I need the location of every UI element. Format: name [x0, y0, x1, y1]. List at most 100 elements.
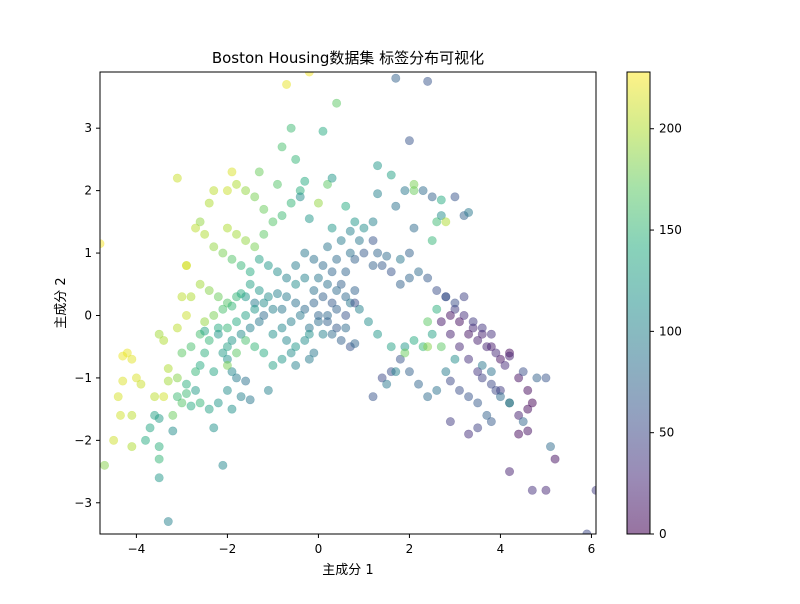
data-point — [181, 310, 191, 320]
data-point — [218, 348, 228, 358]
data-point — [400, 186, 410, 196]
data-point — [400, 348, 410, 358]
data-point — [232, 317, 242, 327]
data-point — [404, 248, 414, 258]
data-point — [327, 329, 337, 339]
data-point — [441, 367, 451, 377]
data-point — [323, 279, 333, 289]
data-point — [373, 329, 383, 339]
data-point — [327, 173, 337, 183]
data-point — [423, 392, 433, 402]
data-points — [100, 72, 596, 534]
data-point — [423, 273, 433, 283]
data-point — [115, 410, 125, 420]
data-point — [254, 254, 264, 264]
data-point — [527, 485, 537, 495]
data-point — [527, 398, 537, 408]
data-point — [245, 395, 255, 405]
data-point — [395, 279, 405, 289]
data-point — [127, 410, 137, 420]
data-point — [491, 385, 501, 395]
x-tick-label: 6 — [588, 542, 596, 556]
data-point — [291, 298, 301, 308]
data-point — [254, 286, 264, 296]
data-point — [414, 379, 424, 389]
data-point — [154, 413, 164, 423]
data-point — [172, 392, 182, 402]
data-point — [227, 367, 237, 377]
data-point — [368, 217, 378, 227]
data-point — [168, 426, 178, 436]
data-point — [386, 170, 396, 180]
data-point — [363, 317, 373, 327]
data-point — [459, 292, 469, 302]
data-point — [282, 292, 292, 302]
data-point — [505, 398, 515, 408]
data-point — [345, 248, 355, 258]
data-point — [195, 279, 205, 289]
data-point — [368, 236, 378, 246]
data-point — [445, 376, 455, 386]
data-point — [227, 167, 237, 177]
data-point — [227, 335, 237, 345]
data-point — [309, 298, 319, 308]
data-point — [313, 198, 323, 208]
data-point — [395, 254, 405, 264]
data-point — [263, 261, 273, 271]
data-point — [259, 310, 269, 320]
data-point — [313, 273, 323, 283]
data-point — [272, 289, 282, 299]
data-point — [222, 186, 232, 196]
x-axis-label: 主成分 1 — [322, 563, 373, 578]
data-point — [218, 304, 228, 314]
data-point — [250, 242, 260, 252]
data-point — [300, 304, 310, 314]
data-point — [127, 442, 137, 452]
data-point — [250, 192, 260, 202]
data-point — [154, 329, 164, 339]
data-point — [286, 123, 296, 133]
data-point — [159, 392, 169, 402]
data-point — [495, 354, 505, 364]
data-point — [172, 173, 182, 183]
data-point — [391, 201, 401, 211]
data-point — [245, 323, 255, 333]
data-point — [154, 454, 164, 464]
data-point — [323, 179, 333, 189]
data-point — [177, 398, 187, 408]
data-point — [541, 485, 551, 495]
data-point — [259, 348, 269, 358]
data-point — [427, 192, 437, 202]
data-point — [464, 429, 474, 439]
data-point — [250, 342, 260, 352]
data-point — [427, 329, 437, 339]
data-point — [486, 367, 496, 377]
data-point — [181, 389, 191, 399]
data-point — [241, 335, 251, 345]
data-point — [227, 301, 237, 311]
data-point — [423, 342, 433, 352]
data-point — [209, 310, 219, 320]
data-point — [136, 379, 146, 389]
data-point — [523, 385, 533, 395]
data-point — [200, 326, 210, 336]
data-point — [300, 273, 310, 283]
data-point — [391, 73, 401, 83]
data-point — [450, 298, 460, 308]
data-point — [550, 454, 560, 464]
data-point — [523, 404, 533, 414]
data-point — [282, 273, 292, 283]
data-point — [486, 379, 496, 389]
data-point — [291, 261, 301, 271]
data-point — [227, 404, 237, 414]
y-tick-label: 0 — [84, 308, 92, 322]
data-point — [414, 267, 424, 277]
data-point — [373, 161, 383, 171]
data-point — [318, 261, 328, 271]
data-point — [354, 304, 364, 314]
data-point — [200, 317, 210, 327]
data-point — [373, 248, 383, 258]
data-point — [354, 236, 364, 246]
data-point — [373, 189, 383, 199]
